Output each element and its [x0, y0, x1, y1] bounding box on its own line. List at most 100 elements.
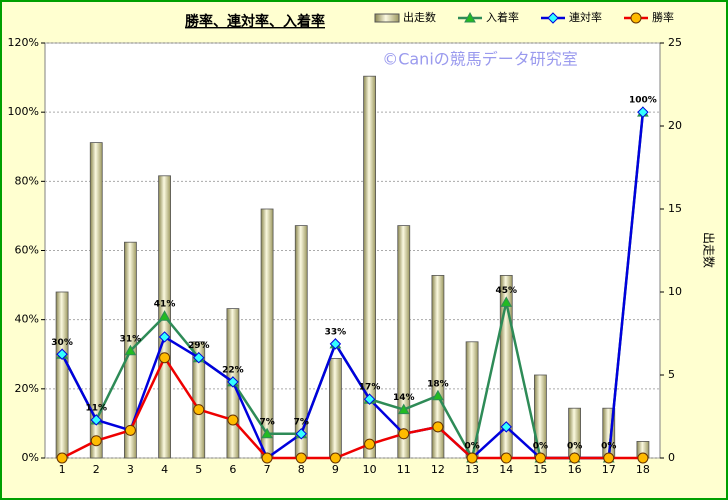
data-label: 0% [464, 442, 479, 452]
marker [500, 421, 512, 433]
data-label: 100% [629, 96, 657, 106]
data-label: 30% [51, 338, 73, 348]
marker [329, 452, 341, 464]
y2-axis-label: 出走数 [702, 232, 717, 268]
marker [227, 376, 239, 388]
marker [363, 393, 376, 405]
x-tick-label: 17 [602, 463, 616, 476]
data-label: 0% [601, 442, 616, 452]
y2-tick-label: 0 [668, 451, 675, 464]
marker [432, 389, 444, 401]
y-tick-label: 100% [8, 105, 39, 118]
marker [124, 344, 137, 356]
marker [90, 435, 102, 447]
x-tick-label: 6 [229, 463, 236, 476]
marker [90, 414, 102, 426]
marker [158, 331, 171, 343]
data-label: 45% [495, 286, 517, 296]
data-label: 14% [393, 393, 415, 403]
marker [159, 352, 171, 364]
y2-tick-label: 5 [668, 368, 675, 381]
marker [397, 403, 410, 415]
data-label: 41% [154, 300, 176, 310]
marker [193, 352, 205, 364]
marker [56, 452, 68, 464]
data-label: 22% [222, 365, 244, 375]
x-tick-label: 10 [363, 463, 377, 476]
data-label: 29% [188, 341, 210, 351]
x-tick-label: 4 [161, 463, 168, 476]
marker [603, 452, 615, 464]
marker [193, 404, 205, 416]
x-tick-label: 18 [636, 463, 650, 476]
data-label: 17% [359, 383, 381, 393]
marker [329, 338, 342, 350]
data-label: 31% [120, 334, 142, 344]
y-tick-label: 60% [15, 244, 39, 257]
y2-tick-label: 20 [668, 119, 682, 132]
marker [364, 438, 376, 450]
y-tick-label: 120% [8, 36, 39, 49]
marker [569, 452, 581, 464]
marker [56, 348, 68, 360]
marker [261, 452, 273, 464]
x-tick-label: 15 [533, 463, 547, 476]
legend-marker [464, 11, 476, 23]
y-tick-label: 20% [15, 382, 39, 395]
x-tick-label: 12 [431, 463, 445, 476]
marker [124, 424, 136, 436]
data-label: 7% [294, 417, 309, 427]
y2-tick-label: 25 [668, 36, 682, 49]
data-label: 18% [427, 379, 449, 389]
watermark: ©Caniの競馬データ研究室 [382, 50, 578, 69]
marker [466, 452, 478, 464]
bar [329, 357, 342, 459]
legend-label: 連対率 [569, 10, 602, 24]
y-tick-label: 80% [15, 174, 39, 187]
marker [261, 427, 273, 439]
marker [432, 421, 444, 433]
data-label: 33% [325, 327, 347, 337]
x-tick-label: 2 [93, 463, 100, 476]
legend-label: 勝率 [652, 10, 674, 24]
y2-tick-label: 10 [668, 285, 682, 298]
y-tick-label: 0% [22, 451, 39, 464]
legend-label: 入着率 [486, 10, 519, 24]
bar [55, 291, 69, 459]
x-tick-label: 1 [59, 463, 66, 476]
legend-marker [547, 12, 559, 24]
marker [295, 452, 307, 464]
x-tick-label: 16 [568, 463, 582, 476]
y2-tick-label: 15 [668, 202, 682, 215]
x-tick-label: 5 [195, 463, 202, 476]
x-tick-label: 9 [332, 463, 339, 476]
data-label: 7% [259, 417, 274, 427]
marker [227, 414, 239, 426]
x-tick-label: 7 [264, 463, 271, 476]
marker [500, 296, 513, 307]
marker [295, 428, 307, 440]
marker [637, 452, 649, 464]
legend-label: 出走数 [403, 10, 436, 24]
marker [534, 452, 546, 464]
data-label: 11% [85, 403, 107, 413]
marker [158, 310, 171, 321]
x-tick-label: 13 [465, 463, 479, 476]
data-label: 0% [567, 442, 582, 452]
bar [363, 75, 376, 459]
x-tick-label: 14 [499, 463, 513, 476]
bar [89, 142, 103, 459]
x-tick-label: 3 [127, 463, 134, 476]
y-tick-label: 40% [15, 313, 39, 326]
marker [637, 106, 649, 118]
legend-swatch [374, 13, 400, 23]
x-tick-label: 11 [397, 463, 411, 476]
chart-title: 勝率、連対率、入着率 [185, 13, 325, 30]
data-label: 0% [533, 442, 548, 452]
bar [431, 274, 445, 459]
legend-marker [630, 12, 642, 24]
bar [397, 225, 411, 459]
marker [398, 428, 410, 440]
x-tick-label: 8 [298, 463, 305, 476]
